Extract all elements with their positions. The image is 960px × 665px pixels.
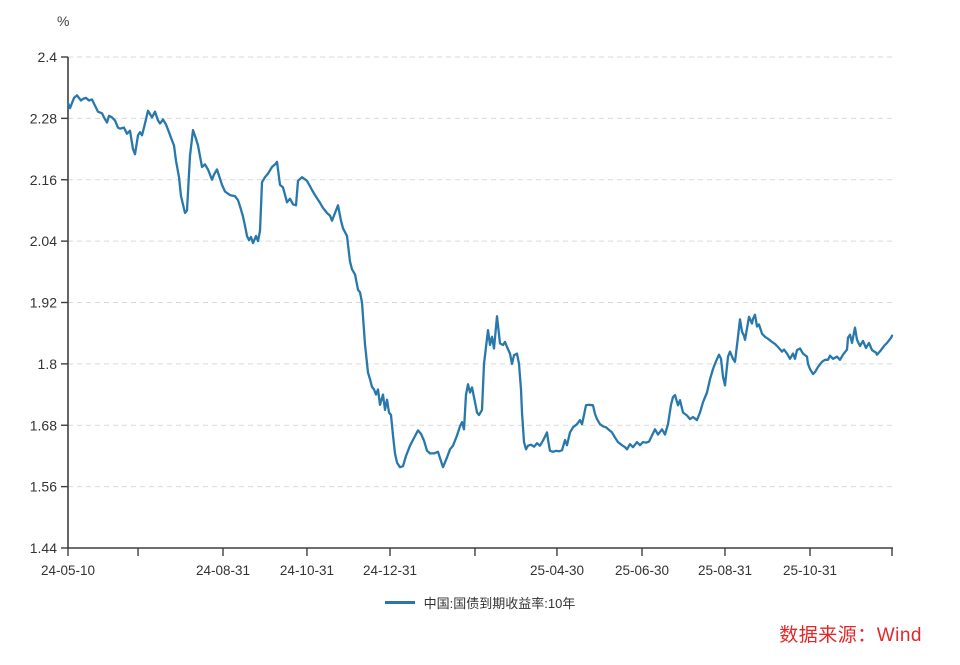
y-tick-label: 2.4: [38, 49, 58, 65]
legend-line-swatch: [384, 600, 415, 604]
yield-line-chart: 2.4 2.28 2.16 2.04 1.92 1.8 1.68 1.56 1.44 24-05-…: [30, 49, 894, 578]
legend: 中国:国债到期收益率:10年: [0, 592, 960, 612]
x-tick-label: 24-12-31: [363, 563, 417, 578]
legend-series-label: 中国:国债到期收益率:10年: [423, 595, 576, 611]
y-tick-label: 2.28: [30, 110, 57, 126]
x-tick-label: 24-08-31: [196, 563, 250, 578]
x-tick-label: 25-04-30: [530, 563, 584, 578]
y-tick-label: 2.04: [30, 233, 57, 249]
y-tick-label: 1.56: [30, 479, 57, 495]
y-tick-label: 1.44: [30, 540, 57, 556]
y-tick-label: 1.8: [38, 356, 58, 372]
x-tick-label: 24-10-31: [280, 563, 334, 578]
x-tick-label: 25-06-30: [615, 563, 669, 578]
y-tick-label: 1.92: [30, 295, 57, 311]
x-tick-label: 24-05-10: [41, 563, 95, 578]
y-tick-label: 1.68: [30, 417, 57, 433]
yield-series-line: [66, 94, 894, 469]
data-source-label: 数据来源：Wind: [779, 625, 922, 646]
x-tick-label: 25-08-31: [698, 563, 752, 578]
x-tick-label: 25-10-31: [783, 563, 837, 578]
y-axis-unit-label: %: [57, 13, 70, 29]
y-tick-label: 2.16: [30, 172, 57, 188]
